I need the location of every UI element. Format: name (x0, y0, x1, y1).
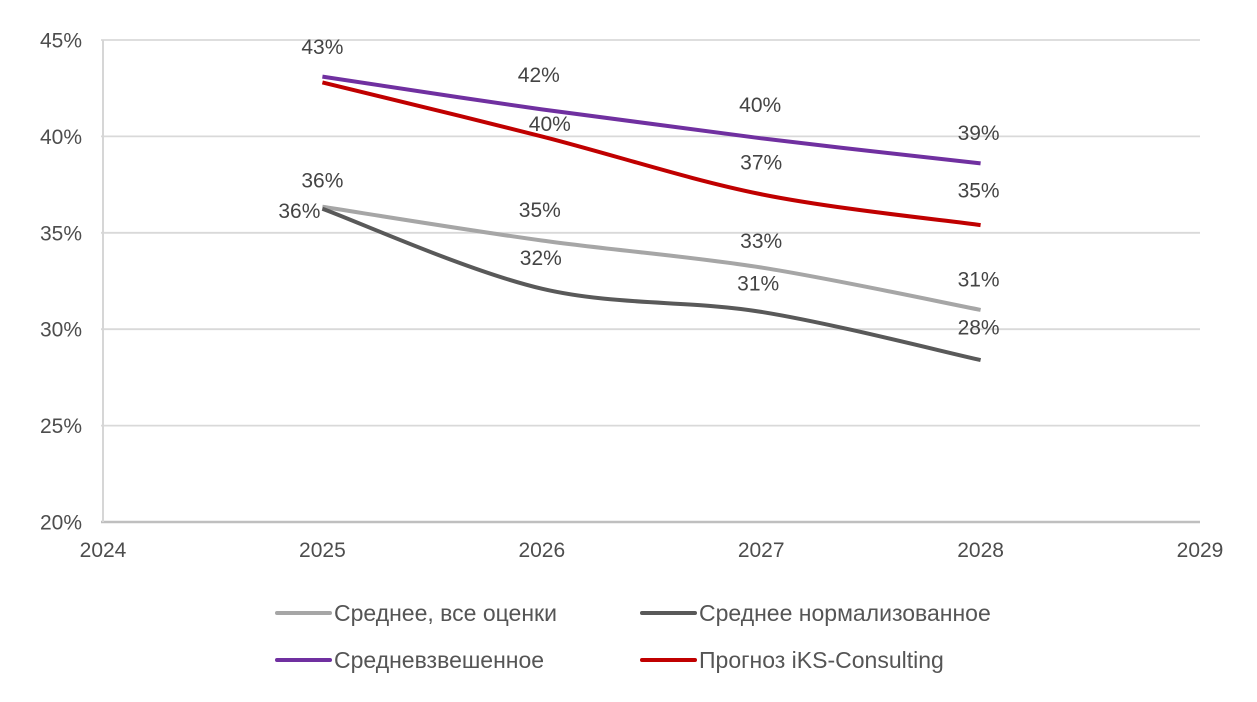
legend-label: Прогноз iKS-Consulting (699, 646, 944, 673)
legend-item-1: Среднее нормализованное (640, 599, 991, 626)
y-tick-label: 30% (40, 319, 82, 342)
x-tick-label: 2027 (738, 539, 785, 562)
data-label: 31% (958, 268, 1000, 291)
y-tick-label: 25% (40, 415, 82, 438)
y-tick-label: 40% (40, 126, 82, 149)
data-label: 43% (301, 36, 343, 59)
x-tick-label: 2028 (957, 539, 1004, 562)
data-label: 31% (737, 272, 779, 295)
x-tick-label: 2029 (1177, 539, 1224, 562)
x-tick-label: 2024 (80, 539, 127, 562)
data-label: 28% (958, 317, 1000, 340)
legend-swatch-icon (275, 610, 332, 616)
series-line-3 (321, 80, 981, 228)
y-tick-label: 20% (40, 512, 82, 535)
data-label: 36% (301, 169, 343, 192)
data-label: 33% (740, 230, 782, 253)
x-tick-label: 2025 (299, 539, 346, 562)
data-label: 40% (529, 113, 571, 136)
legend-swatch-icon (640, 610, 697, 616)
series-line-0 (322, 204, 981, 312)
legend-item-0: Среднее, все оценки (275, 599, 640, 626)
legend-swatch-icon (640, 657, 697, 663)
chart-legend: Среднее, все оценки Среднее нормализованн… (275, 599, 991, 673)
data-label: 42% (518, 64, 560, 87)
x-tick-label: 2026 (518, 539, 565, 562)
data-label: 39% (958, 122, 1000, 145)
data-label: 35% (519, 199, 561, 222)
legend-item-3: Прогноз iKS-Consulting (640, 646, 991, 673)
y-tick-label: 35% (40, 222, 82, 245)
data-label: 32% (520, 247, 562, 270)
legend-label: Среднее нормализованное (699, 599, 991, 626)
series-line-2 (322, 74, 981, 166)
legend-label: Средневзвешенное (334, 646, 545, 673)
data-label: 35% (958, 180, 1000, 203)
data-label: 36% (278, 200, 320, 223)
chart-plot: 20% 25% 30% 35% 40% 45% 2024 2025 2026 2027 2028 20… (40, 30, 1224, 563)
series-line-1 (321, 206, 982, 363)
data-label: 40% (739, 94, 781, 117)
legend-label: Среднее, все оценки (334, 599, 557, 626)
data-label: 37% (740, 152, 782, 175)
y-tick-label: 45% (40, 30, 82, 53)
legend-item-2: Средневзвешенное (275, 646, 640, 673)
legend-swatch-icon (275, 657, 332, 663)
